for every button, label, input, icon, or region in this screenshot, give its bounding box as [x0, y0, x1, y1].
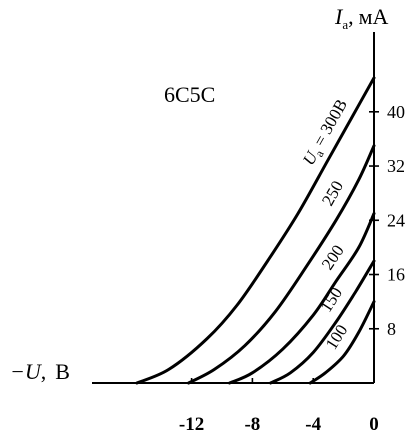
x-axis-label-unit: B [55, 359, 70, 384]
curve-label-250: 250 [318, 177, 347, 209]
y-tick-label: 16 [387, 265, 405, 285]
x-tick-label: -12 [179, 414, 204, 435]
y-tick-label: 24 [387, 210, 405, 230]
y-axis-label-separator: , [348, 4, 354, 29]
curve-label-300B: Ua = 300B [299, 96, 354, 170]
plate-curve-300B [135, 76, 376, 385]
y-axis-label-subscript: a [342, 17, 348, 32]
y-axis-label: Ia, мА [334, 4, 389, 32]
plate-curve-200 [228, 212, 376, 385]
curve-label-100: 100 [322, 321, 352, 353]
x-tick-label: -4 [305, 414, 321, 435]
x-tick-label: 0 [369, 414, 379, 435]
x-tick-label: -8 [244, 414, 260, 435]
x-axis-label: −U, B [10, 359, 70, 384]
y-axis-label-unit: мА [359, 4, 389, 29]
y-tick-label: 40 [387, 102, 405, 122]
plate-curve-150 [269, 259, 376, 385]
x-axis-label-symbol: −U [10, 359, 43, 384]
y-tick-label: 8 [387, 319, 396, 339]
plate-curves [135, 76, 376, 385]
y-axis-label-symbol: I [334, 4, 344, 29]
x-axis-label-separator: , [41, 359, 47, 384]
x-ticks: -12 -8 -4 0 [179, 378, 379, 435]
plate-curve-250 [187, 144, 376, 385]
y-tick-label: 32 [387, 156, 405, 176]
chart-title: 6C5C [164, 82, 215, 107]
y-ticks: 8 16 24 32 40 [369, 102, 405, 339]
curve-label-value: = 300B [308, 96, 351, 153]
plate-curve-100 [308, 300, 376, 385]
